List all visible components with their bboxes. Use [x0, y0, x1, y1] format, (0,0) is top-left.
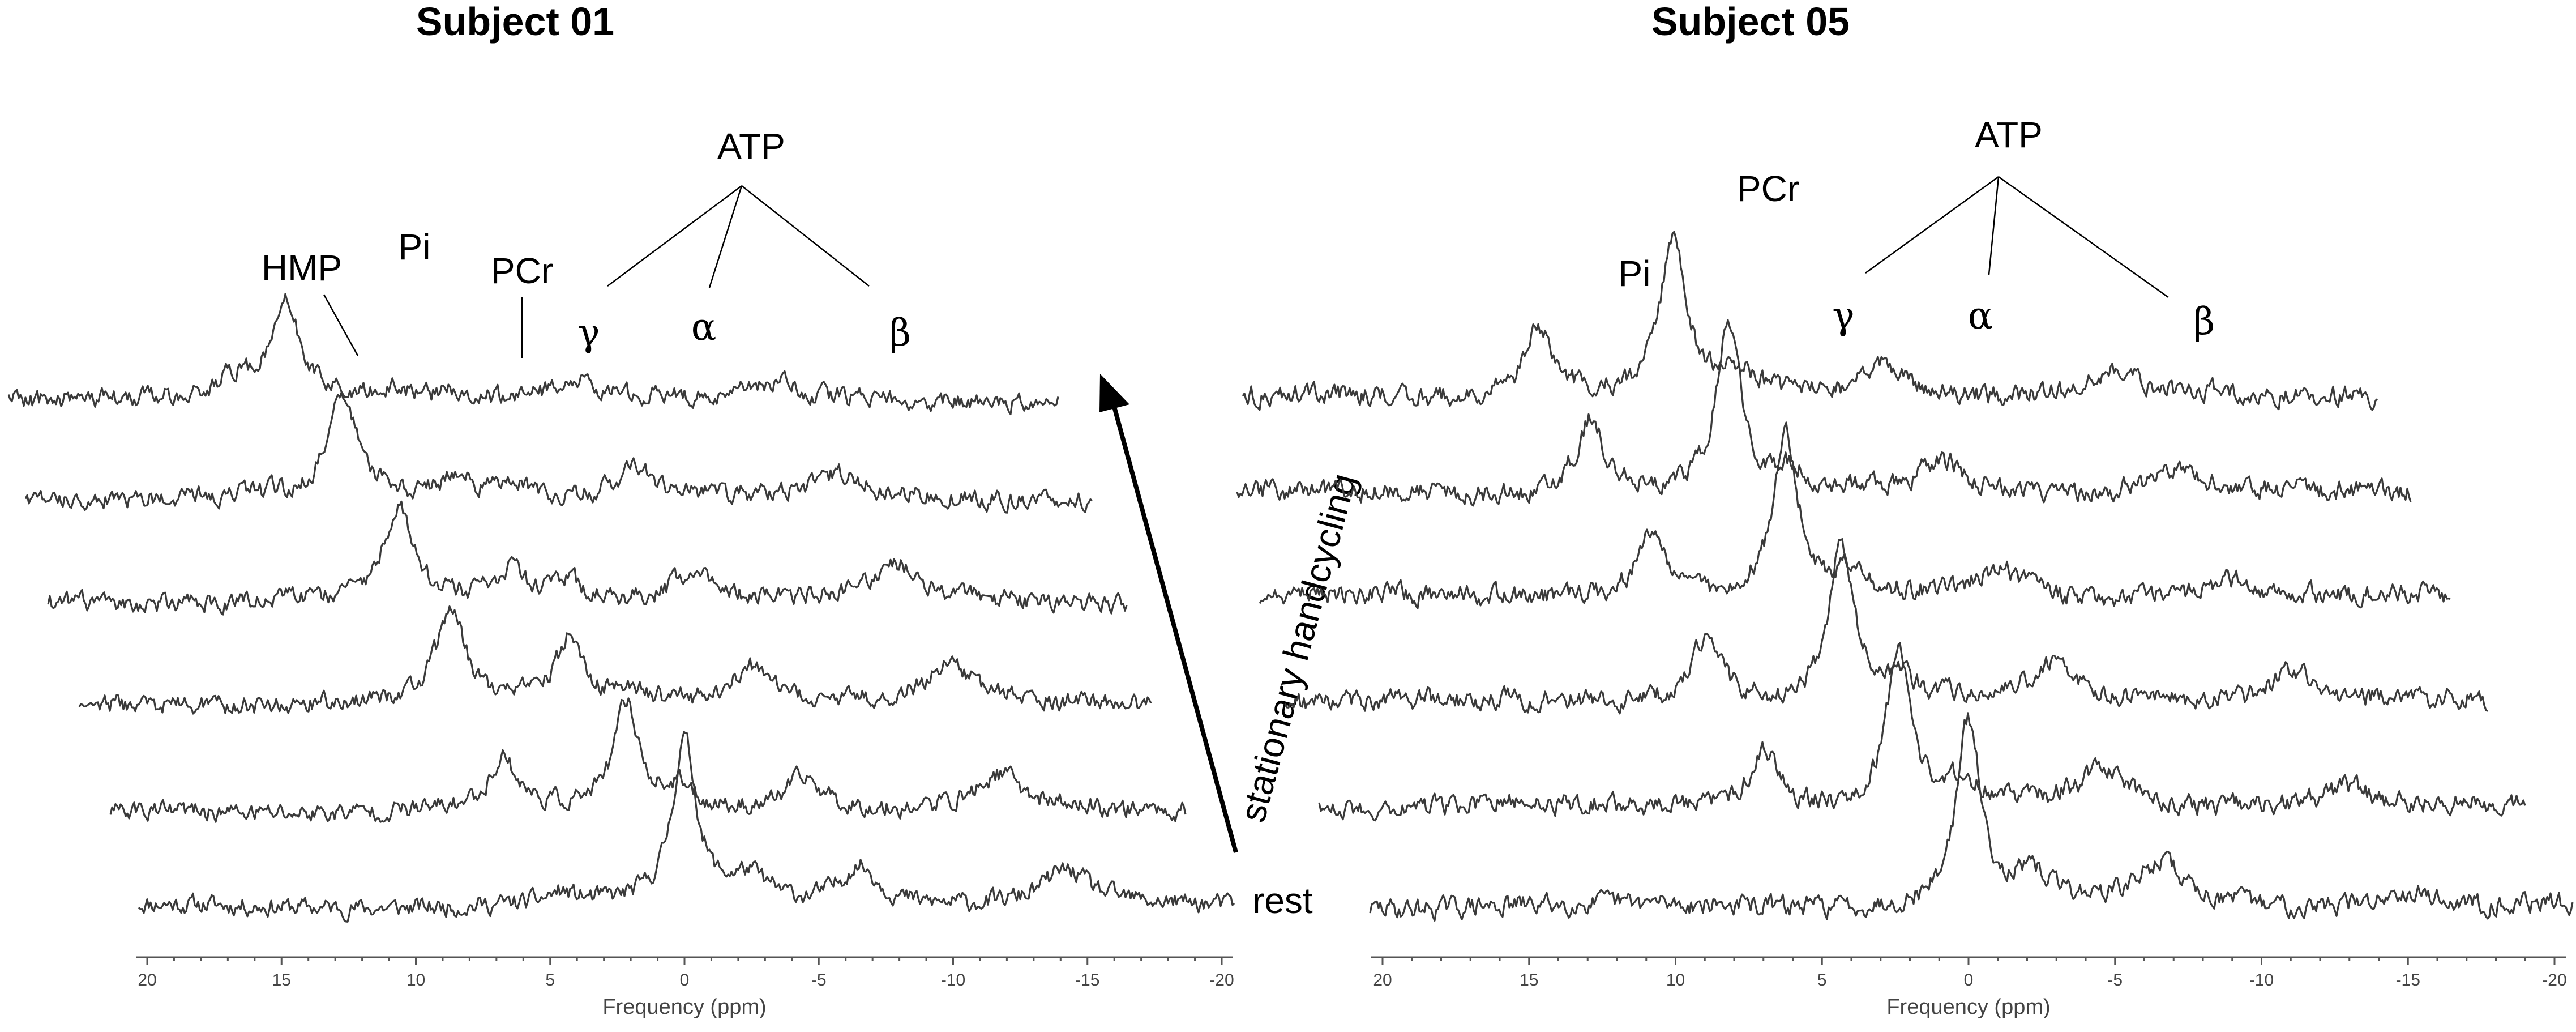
- label-beta-s05: β: [2193, 300, 2215, 343]
- label-stationary-handcycling: stationary handcycling: [1232, 469, 1364, 826]
- label-alpha-s05: α: [1968, 294, 1993, 338]
- spectrum-trace-3: [1284, 538, 2488, 715]
- label-beta: β: [889, 311, 911, 355]
- x-axis-label: Frequency (ppm): [602, 995, 766, 1019]
- x-tick-label: 20: [1373, 971, 1392, 990]
- spectrum-trace-5: [1236, 319, 2412, 507]
- label-atp-s05: ATP: [1975, 114, 2043, 155]
- x-tick-label: -10: [941, 971, 965, 990]
- label-gamma-s05: γ: [1832, 294, 1854, 338]
- leader-hmp: [323, 294, 359, 356]
- arrow-shaft: [1112, 406, 1238, 854]
- leader-atp-gamma: [607, 185, 742, 287]
- x-tick-label: 15: [272, 971, 291, 990]
- arrow-head-icon: [1099, 374, 1129, 412]
- x-tick-label: -5: [2107, 971, 2123, 990]
- spectra-subject-05: 20 15 10 5 0 -5 -10 -15 -20 Frequency (ppm): [1236, 231, 2574, 1019]
- x-tick-label: 5: [1817, 971, 1827, 990]
- x-tick-label: 15: [1520, 971, 1538, 990]
- x-tick-label: -20: [1209, 971, 1234, 990]
- annotations-subject-01: HMP Pi PCr γ α β ATP: [262, 126, 911, 358]
- x-tick-label: 20: [138, 971, 156, 990]
- x-tick-label: -20: [2542, 971, 2566, 990]
- label-pcr: PCr: [491, 250, 553, 291]
- x-axis-label: Frequency (ppm): [1886, 995, 2050, 1019]
- panel-title-subject-05: Subject 05: [1651, 0, 1850, 44]
- label-rest: rest: [1252, 880, 1313, 921]
- spectrum-trace-4: [1259, 421, 2451, 609]
- x-tick-label: 0: [1964, 971, 1974, 990]
- spectra-subject-01: 20 15 10 5 0 -5 -10 -15 -20 Frequency (ppm): [7, 293, 1235, 1019]
- spectrum-trace-3: [78, 605, 1152, 715]
- label-pi: Pi: [399, 227, 431, 267]
- label-pcr-s05: PCr: [1737, 168, 1799, 209]
- x-tick-label: -15: [2396, 971, 2420, 990]
- x-tick-label: 10: [1666, 971, 1685, 990]
- x-tick-label: -15: [1075, 971, 1099, 990]
- panel-title-subject-01: Subject 01: [416, 0, 614, 44]
- label-pi-s05: Pi: [1619, 253, 1651, 294]
- annotations-subject-05: Pi PCr γ α β ATP: [1619, 114, 2215, 343]
- spectrum-trace-6: [1242, 231, 2378, 411]
- x-tick-label: 5: [545, 971, 555, 990]
- label-gamma: γ: [577, 311, 600, 355]
- label-hmp: HMP: [262, 248, 342, 288]
- x-tick-label: 10: [406, 971, 425, 990]
- x-tick-label: -5: [811, 971, 827, 990]
- spectrum-trace-6: [7, 293, 1059, 415]
- handcycling-indicator: stationary handcycling rest: [1099, 374, 1364, 921]
- label-alpha: α: [691, 305, 717, 349]
- label-atp: ATP: [717, 126, 785, 167]
- leader-atp-beta: [741, 185, 870, 287]
- x-tick-label: 0: [680, 971, 690, 990]
- x-tick-label: -10: [2249, 971, 2274, 990]
- spectrum-trace-1: [1369, 712, 2574, 922]
- spectrum-trace-2: [1318, 642, 2526, 822]
- spectrum-trace-1: [138, 731, 1235, 923]
- leader-atp-gamma-s05: [1865, 176, 1999, 274]
- leader-atp-alpha-s05: [1988, 176, 2000, 275]
- leader-atp-beta-s05: [1998, 176, 2169, 298]
- spectrum-trace-5: [24, 391, 1093, 514]
- spectrum-trace-2: [109, 697, 1187, 823]
- spectrum-trace-4: [47, 500, 1128, 616]
- leader-atp-alpha: [708, 185, 743, 288]
